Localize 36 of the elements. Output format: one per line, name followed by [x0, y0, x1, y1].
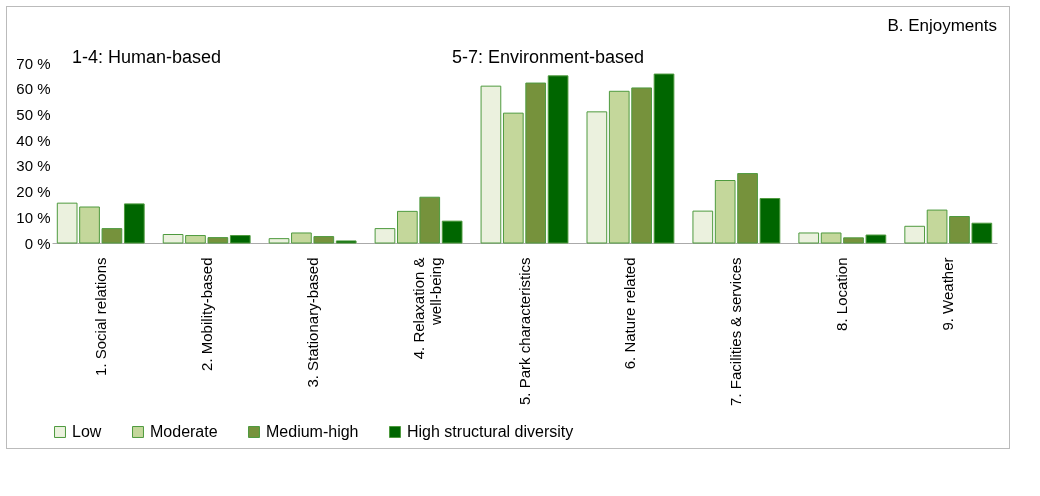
- bar: [586, 111, 608, 244]
- y-tick-label: 20 %: [16, 183, 51, 201]
- annotation: 5-7: Environment-based: [452, 47, 645, 67]
- bar: [692, 210, 714, 244]
- x-tick-label: 1. Social relations: [91, 257, 109, 376]
- y-tick-label: 0 %: [24, 234, 51, 252]
- chart-title: B. Enjoyments: [887, 16, 997, 35]
- bar: [904, 225, 926, 244]
- bar: [480, 85, 502, 244]
- bar: [653, 73, 675, 244]
- bar: [441, 220, 463, 244]
- bar: [335, 240, 357, 244]
- y-tick-label: 30 %: [16, 157, 51, 175]
- y-tick-label: 10 %: [16, 208, 51, 226]
- x-tick-label: 6. Nature related: [621, 257, 639, 370]
- x-tick-label: 7. Facilities & services: [727, 257, 745, 406]
- annotation: 1-4: Human-based: [72, 47, 222, 67]
- legend-label: Moderate: [150, 423, 218, 440]
- x-tick-label: 3. Stationary-based: [303, 257, 321, 388]
- x-tick-label: 2. Mobility-based: [197, 257, 215, 371]
- legend-label: Medium-high: [266, 423, 359, 440]
- x-tick-label: 9. Weather: [939, 257, 957, 331]
- legend-label: High structural diversity: [407, 423, 574, 440]
- bar: [547, 75, 569, 244]
- y-tick-label: 40 %: [16, 131, 51, 149]
- bar: [374, 228, 396, 244]
- y-tick-label: 70 %: [16, 54, 51, 72]
- bar: [229, 235, 251, 244]
- x-tick-label: 4. Relaxation & well-being: [409, 257, 444, 360]
- legend-label: Low: [72, 423, 102, 440]
- x-tick-label: 8. Location: [833, 257, 851, 331]
- bar: [123, 203, 145, 244]
- y-tick-label: 60 %: [16, 80, 51, 98]
- bar: [798, 232, 820, 244]
- x-tick-label: 5. Park characteristics: [515, 257, 533, 406]
- y-tick-label: 50 %: [16, 105, 51, 123]
